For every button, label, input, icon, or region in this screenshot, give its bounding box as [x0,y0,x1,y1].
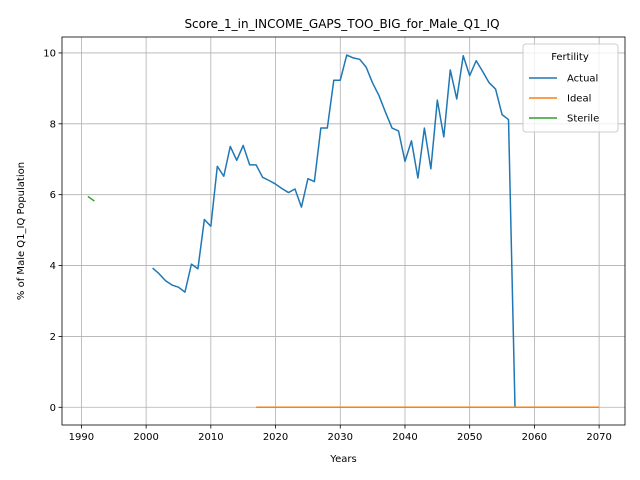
legend-title: Fertility [551,52,589,63]
y-tick-label: 6 [50,190,56,201]
legend: Fertility Actual Ideal Sterile [522,43,619,133]
y-tick-label: 2 [50,332,56,343]
y-tick-label: 0 [50,403,56,414]
x-axis-label: Years [329,454,356,465]
y-tick-label: 4 [50,261,56,272]
chart-title: Score_1_in_INCOME_GAPS_TOO_BIG_for_Male_… [184,17,499,31]
plot-lines [87,54,600,409]
x-tick-label: 2000 [133,432,158,443]
y-tick-label: 10 [43,48,56,59]
y-tick-label: 8 [50,119,56,130]
legend-label-ideal: Ideal [567,94,591,105]
plot-frame [61,36,626,426]
x-axis-ticks: 1990 2000 2010 2020 2030 2040 2050 2060 2070 [69,425,612,443]
y-axis-ticks: 0 2 4 6 8 10 [43,48,62,414]
legend-label-sterile: Sterile [567,114,599,125]
legend-box [522,43,619,133]
legend-label-actual: Actual [567,74,598,85]
x-tick-label: 1990 [69,432,94,443]
x-tick-label: 2010 [198,432,223,443]
x-tick-label: 2030 [328,432,353,443]
x-tick-label: 2020 [263,432,288,443]
x-tick-label: 2050 [457,432,482,443]
x-tick-label: 2060 [522,432,547,443]
y-axis-label: % of Male Q1_IQ Population [16,162,27,300]
series-line-actual [152,54,516,408]
x-tick-label: 2070 [586,432,611,443]
x-tick-label: 2040 [392,432,417,443]
series-line-sterile [87,195,95,202]
legend-items: Actual Ideal Sterile [529,74,599,125]
